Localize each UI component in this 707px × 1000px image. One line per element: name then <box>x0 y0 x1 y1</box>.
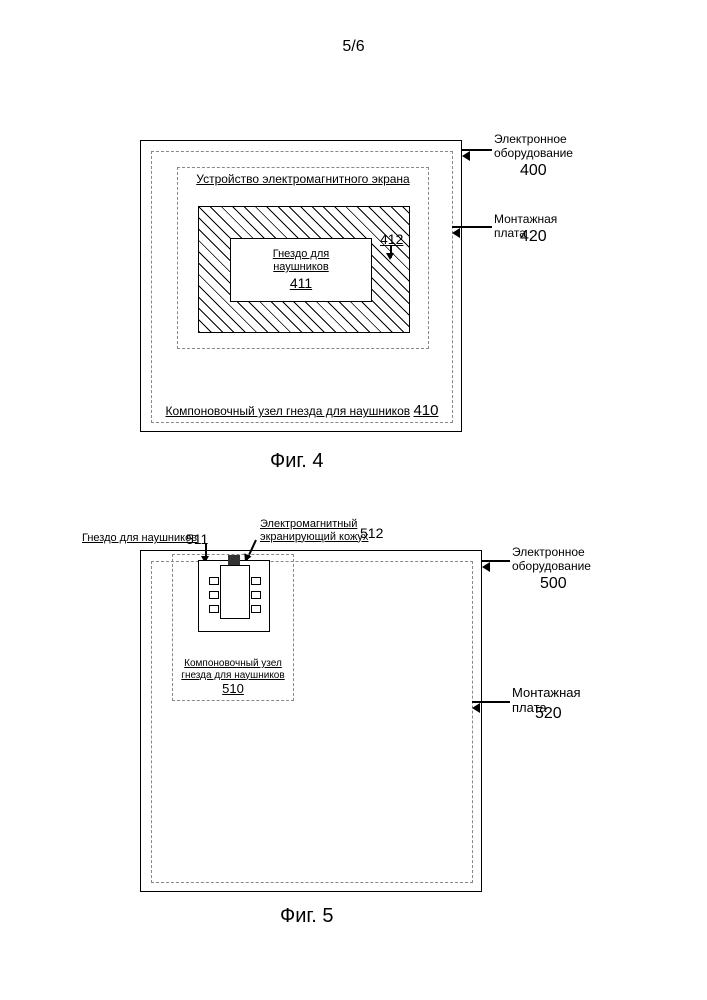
board-520-box: Компоновочный узел гнезда для наушников … <box>151 561 473 883</box>
pin-icon <box>251 605 261 613</box>
figure-5: Гнездо для наушников 511 Электромагнитны… <box>100 490 590 920</box>
connector-body <box>220 565 250 619</box>
ref-400: 400 <box>520 162 547 180</box>
arrow-400 <box>462 143 492 157</box>
assembly-510-l2: гнезда для наушников <box>178 670 288 682</box>
shield-512-l2: экранирующий кожух <box>260 531 368 543</box>
equipment-500-label: Электронное оборудование <box>512 545 591 573</box>
pin-icon <box>251 591 261 599</box>
equipment-400-label: Электронное оборудование <box>494 132 573 160</box>
page-number: 5/6 <box>342 38 364 56</box>
arrow-500 <box>482 554 510 568</box>
pin-icon <box>209 577 219 585</box>
shield-title: Устройство электромагнитного экрана <box>178 172 428 186</box>
equipment-500-box: Компоновочный узел гнезда для наушников … <box>140 550 482 892</box>
shield-512-label: Электромагнитный экранирующий кожух <box>260 518 368 543</box>
ref-411: 411 <box>290 275 312 292</box>
arrow-520 <box>472 695 510 709</box>
ref-520: 520 <box>535 705 562 723</box>
assembly-510-l1: Компоновочный узел <box>178 658 288 670</box>
fig5-caption: Фиг. 5 <box>280 905 333 928</box>
jack-label-l1: Гнездо для <box>273 248 329 261</box>
assembly-510-label: Компоновочный узел гнезда для наушников … <box>178 658 288 696</box>
pin-icon <box>209 591 219 599</box>
jack-label-l2: наушников <box>273 261 329 274</box>
jack-511-label: Гнездо для наушников <box>82 532 197 544</box>
ref-420: 420 <box>520 228 547 246</box>
jack-411-box: Гнездо для наушников 411 <box>230 238 372 302</box>
arrow-420 <box>452 220 492 234</box>
assembly-510-box: Компоновочный узел гнезда для наушников … <box>172 554 294 701</box>
figure-4: Устройство электромагнитного экрана 412 … <box>100 110 590 440</box>
ref-500: 500 <box>540 575 567 593</box>
pin-icon <box>251 577 261 585</box>
assembly-410-text: Компоновочный узел гнезда для наушников <box>166 404 411 418</box>
equipment-400-box: Устройство электромагнитного экрана 412 … <box>140 140 462 432</box>
ref-512: 512 <box>360 525 383 541</box>
pin-icon <box>209 605 219 613</box>
fig4-caption: Фиг. 4 <box>270 450 323 473</box>
ref-410: 410 <box>413 402 438 419</box>
board-420-box: Устройство электромагнитного экрана 412 … <box>151 151 453 423</box>
ref-510: 510 <box>222 681 244 696</box>
connector-top <box>228 555 240 565</box>
shield-412-box: Устройство электромагнитного экрана 412 … <box>177 167 429 349</box>
assembly-410-label: Компоновочный узел гнезда для наушников … <box>152 402 452 419</box>
shield-512-l1: Электромагнитный <box>260 518 357 530</box>
